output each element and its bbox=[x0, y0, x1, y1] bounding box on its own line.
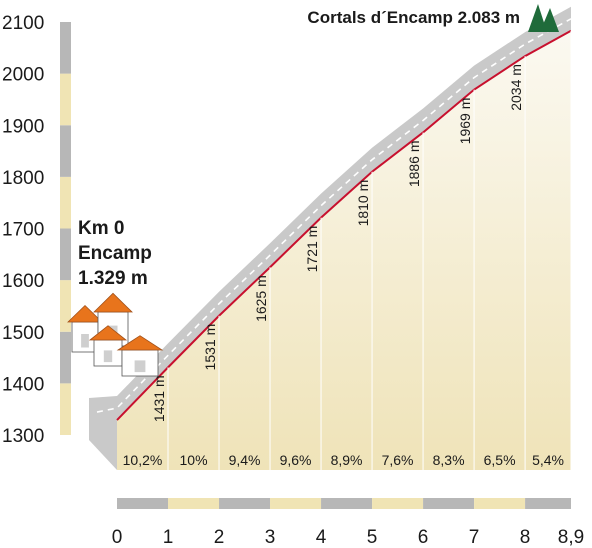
house-roof bbox=[88, 325, 128, 341]
y-tick-label: 1800 bbox=[2, 168, 44, 189]
x-axis-scale-bar bbox=[117, 498, 571, 509]
x-scale-block bbox=[168, 498, 220, 509]
start-label-line: 1.329 m bbox=[78, 268, 148, 289]
y-scale-block bbox=[60, 125, 71, 177]
y-scale-block bbox=[60, 176, 71, 229]
point-label: 1810 m bbox=[355, 180, 371, 227]
gradient-label: 10% bbox=[180, 452, 208, 468]
icons bbox=[67, 4, 559, 377]
peak-shape bbox=[540, 8, 559, 32]
start-label-group: Km 0 Encamp 1.329 m bbox=[78, 218, 152, 289]
gradient-label: 5,4% bbox=[532, 452, 564, 468]
y-scale-block bbox=[60, 280, 71, 332]
y-scale-block bbox=[60, 22, 71, 48]
peak-shape bbox=[528, 4, 547, 32]
km-divider-lines bbox=[167, 30, 572, 470]
x-tick-label: 0 bbox=[112, 527, 123, 548]
y-tick-label: 1900 bbox=[2, 116, 44, 137]
x-scale-block bbox=[372, 498, 424, 509]
x-scale-block bbox=[117, 498, 169, 509]
profile-fill-overlay bbox=[117, 30, 571, 471]
house-roof bbox=[93, 292, 133, 313]
house-roof bbox=[116, 335, 164, 351]
y-tick-label: 1400 bbox=[2, 374, 44, 395]
x-scale-block bbox=[321, 498, 373, 509]
gradient-label: 6,5% bbox=[484, 452, 516, 468]
x-scale-block bbox=[219, 498, 271, 509]
x-tick-label: 5 bbox=[367, 527, 378, 548]
x-tick-label: 8,9 bbox=[558, 527, 584, 548]
y-scale-block bbox=[60, 228, 71, 281]
x-tick-label: 7 bbox=[469, 527, 480, 548]
y-tick-label: 1700 bbox=[2, 220, 44, 241]
house-window bbox=[103, 350, 113, 363]
x-tick-label: 6 bbox=[418, 527, 429, 548]
x-scale-block bbox=[423, 498, 475, 509]
y-tick-label: 1600 bbox=[2, 271, 44, 292]
point-label: 2034 m bbox=[508, 64, 524, 111]
gradient-label: 7,6% bbox=[382, 452, 414, 468]
point-label: 1431 m bbox=[151, 375, 167, 422]
elevation-polyline bbox=[116, 29, 572, 421]
x-scale-block bbox=[525, 498, 571, 509]
gradient-label: 9,4% bbox=[229, 452, 261, 468]
start-label-line: Encamp bbox=[78, 243, 152, 264]
x-tick-label: 3 bbox=[265, 527, 276, 548]
x-scale-block bbox=[474, 498, 526, 509]
x-scale-block bbox=[270, 498, 322, 509]
x-tick-label: 4 bbox=[316, 527, 327, 548]
y-tick-labels: 1300 1400 1500 1600 1700 1800 1900 2000 2100 bbox=[2, 13, 44, 447]
x-tick-label: 2 bbox=[214, 527, 225, 548]
point-labels: 1431 m 1531 m 1625 m 1721 m 1810 m 1886 m 1969… bbox=[151, 64, 524, 422]
x-tick-label: 8 bbox=[520, 527, 531, 548]
gradient-labels: 10,2% 10% 9,4% 9,6% 8,9% 7,6% 8,3% 6,5% 5,4% bbox=[123, 452, 564, 468]
y-scale-block bbox=[60, 383, 71, 435]
y-tick-label: 2000 bbox=[2, 65, 44, 86]
mountain-peaks-icon bbox=[528, 4, 559, 32]
y-tick-label: 1300 bbox=[2, 426, 44, 447]
y-scale-block bbox=[60, 73, 71, 126]
y-tick-label: 1500 bbox=[2, 323, 44, 344]
y-tick-label: 2100 bbox=[2, 13, 44, 34]
village-houses-icon bbox=[67, 292, 164, 377]
point-label: 1969 m bbox=[457, 98, 473, 145]
chart-title-group: Cortals d´Encamp 2.083 m bbox=[307, 8, 520, 27]
house-window bbox=[134, 360, 146, 373]
start-label-line: Km 0 bbox=[78, 218, 124, 239]
point-label: 1721 m bbox=[304, 226, 320, 273]
gradient-label: 10,2% bbox=[123, 452, 163, 468]
y-scale-block bbox=[60, 331, 71, 384]
house-window bbox=[81, 334, 89, 348]
x-tick-labels: 0 1 2 3 4 5 6 7 8 8,9 bbox=[112, 527, 585, 548]
point-label: 1625 m bbox=[253, 275, 269, 322]
gradient-label: 9,6% bbox=[280, 452, 312, 468]
house-roof bbox=[67, 304, 103, 323]
chart-title: Cortals d´Encamp 2.083 m bbox=[307, 8, 520, 27]
x-tick-label: 1 bbox=[163, 527, 174, 548]
point-label: 1886 m bbox=[406, 140, 422, 187]
gradient-label: 8,9% bbox=[331, 452, 363, 468]
point-label: 1531 m bbox=[202, 324, 218, 371]
elevation-line bbox=[116, 29, 572, 421]
gradient-label: 8,3% bbox=[433, 452, 465, 468]
road-surface bbox=[89, 6, 571, 471]
y-axis-scale-bar bbox=[60, 22, 71, 435]
